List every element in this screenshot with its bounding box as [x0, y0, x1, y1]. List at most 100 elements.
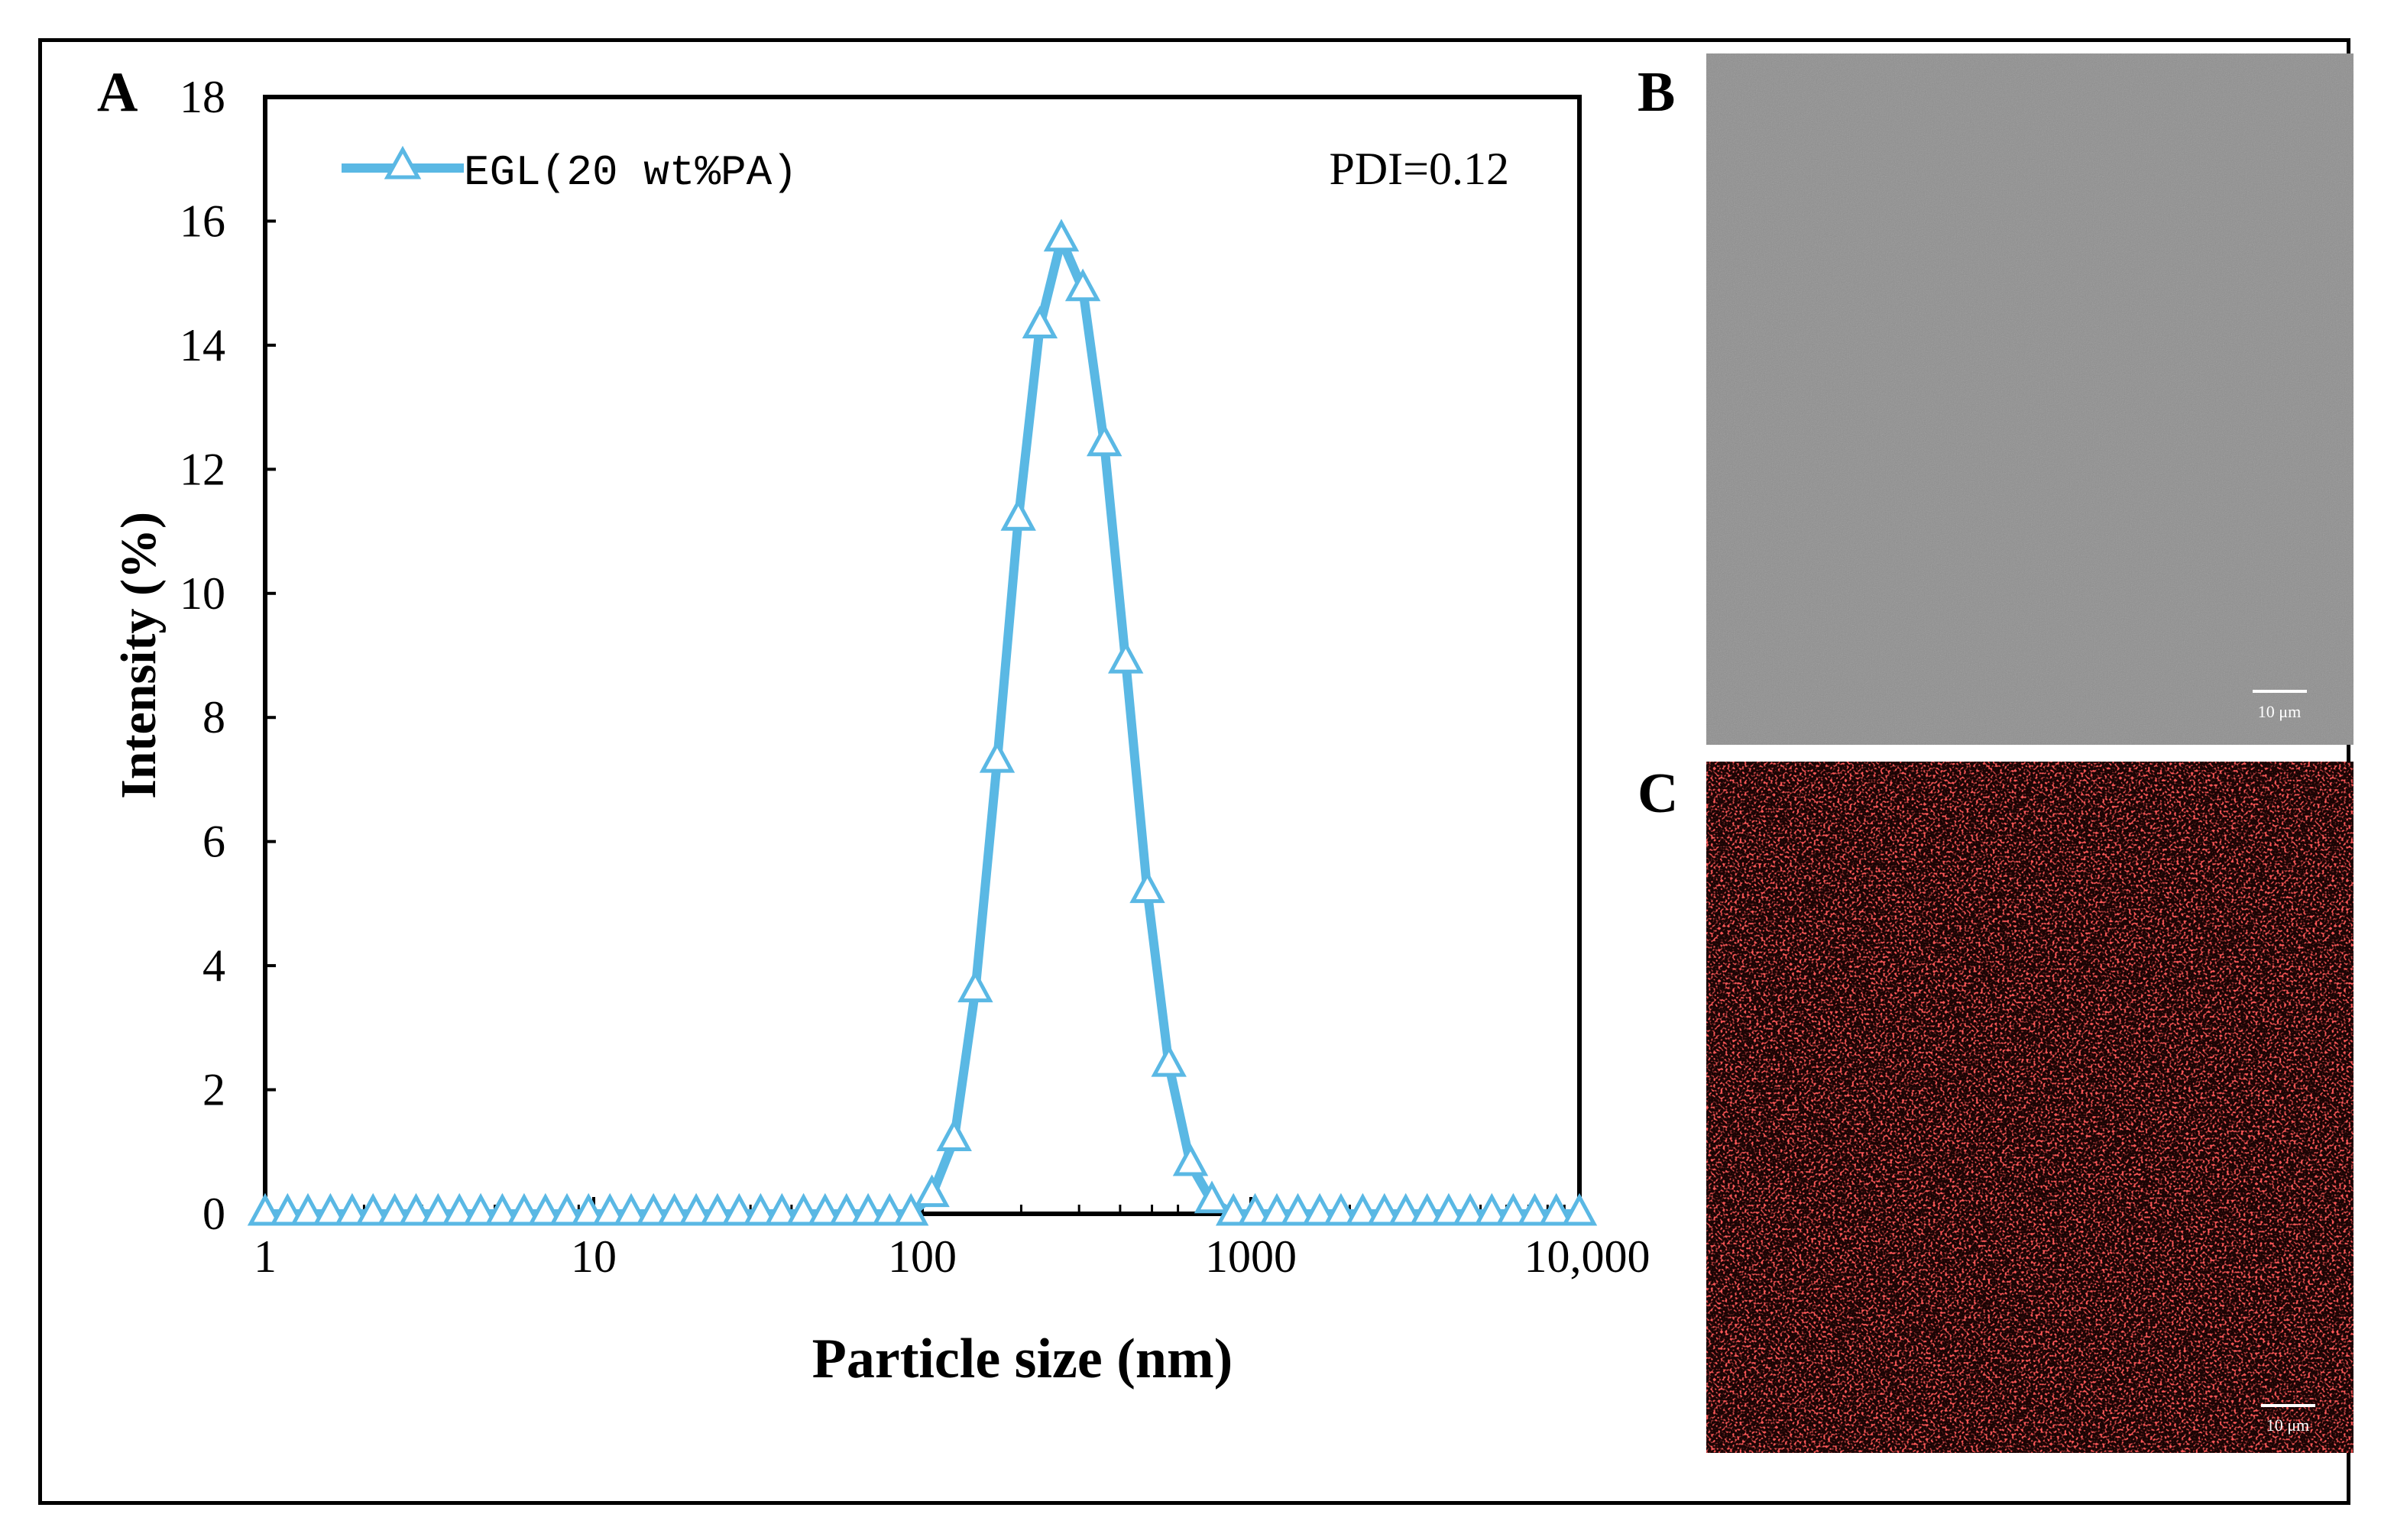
data-point-marker — [1259, 1192, 1295, 1226]
data-point-marker — [743, 1192, 779, 1226]
x-tick-label: 1 — [254, 1231, 277, 1282]
plot-area-frame — [263, 95, 1582, 1216]
legend-entry-label: EGL(20 wt%PA) — [464, 148, 798, 197]
data-point-marker — [290, 1192, 326, 1226]
y-tick-label: 14 — [180, 320, 225, 370]
data-point-marker — [850, 1192, 886, 1226]
data-point-marker — [1151, 1043, 1187, 1077]
data-point-marker — [828, 1192, 865, 1226]
data-point-marker — [1517, 1192, 1553, 1226]
scale-bar-label: 10 μm — [2266, 1415, 2309, 1435]
y-tick-label: 8 — [202, 692, 225, 742]
y-axis-ticks: 0 2 4 6 8 10 12 14 16 18 — [180, 72, 276, 1239]
data-point-marker — [1474, 1192, 1510, 1226]
figure-canvas: A 0 2 4 6 8 10 12 14 16 18 1 10 100 1000 10,000 Inten… — [97, 53, 2354, 1453]
data-point-marker — [1043, 218, 1080, 252]
data-point-marker — [979, 739, 1016, 773]
data-point-marker — [1323, 1192, 1359, 1226]
data-point-marker — [1280, 1192, 1316, 1226]
data-point-marker — [656, 1192, 692, 1226]
data-point-marker — [527, 1192, 564, 1226]
x-tick-label: 100 — [888, 1231, 957, 1282]
pdi-annotation: PDI=0.12 — [1329, 144, 1509, 194]
data-point-marker — [377, 1192, 413, 1226]
data-point-marker — [270, 1192, 306, 1226]
data-point-marker — [1561, 1192, 1598, 1226]
data-point-marker — [613, 1192, 650, 1226]
y-tick-label: 12 — [180, 444, 225, 494]
data-point-marker — [1129, 870, 1165, 904]
panel-c-label: C — [1638, 762, 1678, 825]
data-point-marker — [420, 1192, 456, 1226]
x-tick-label: 10,000 — [1524, 1231, 1651, 1282]
data-point-marker — [1194, 1180, 1230, 1214]
data-point-marker — [1388, 1192, 1424, 1226]
data-point-marker — [1366, 1192, 1403, 1226]
data-point-marker — [1107, 640, 1144, 674]
panel-c-fluorescence-dots — [1706, 762, 2354, 1453]
y-tick-label: 6 — [202, 817, 225, 867]
panel-c-scale-bar: 10 μm — [2261, 1404, 2315, 1435]
data-point-marker — [678, 1192, 714, 1226]
data-point-marker — [506, 1192, 543, 1226]
micrograph-panel-b: B 10 μm — [1638, 53, 2354, 745]
particle-size-chart: A 0 2 4 6 8 10 12 14 16 18 1 10 100 1000 10,000 Inten… — [97, 61, 1651, 1390]
data-point-marker — [313, 1192, 348, 1226]
data-point-marker — [484, 1192, 520, 1226]
y-tick-label: 2 — [202, 1065, 225, 1115]
legend: EGL(20 wt%PA) — [342, 145, 798, 197]
data-point-marker — [1409, 1192, 1445, 1226]
data-point-marker — [1452, 1192, 1489, 1226]
y-tick-label: 4 — [202, 940, 225, 991]
data-point-marker — [871, 1192, 908, 1226]
data-point-marker — [699, 1192, 736, 1226]
data-point-marker — [355, 1192, 391, 1226]
data-point-marker — [1172, 1143, 1209, 1176]
data-point-marker — [1215, 1192, 1252, 1226]
x-axis-label: Particle size (nm) — [812, 1328, 1233, 1390]
data-point-marker — [549, 1192, 585, 1226]
data-point-marker — [936, 1118, 972, 1151]
data-point-marker — [892, 1192, 929, 1226]
y-tick-label: 10 — [180, 568, 225, 619]
data-point-marker — [1000, 498, 1036, 531]
data-point-marker — [1064, 268, 1101, 302]
y-tick-label: 0 — [202, 1189, 225, 1239]
data-point-marker — [334, 1192, 371, 1226]
data-point-marker — [1022, 306, 1058, 338]
y-axis-label: Intensity (%) — [111, 512, 167, 799]
figure-frame: A 0 2 4 6 8 10 12 14 16 18 1 10 100 1000 10,000 Inten… — [38, 38, 2354, 1505]
y-tick-label: 18 — [180, 72, 225, 122]
panel-b-label: B — [1638, 61, 1675, 124]
legend-marker-triangle-icon — [384, 145, 422, 180]
x-tick-label: 10 — [571, 1231, 617, 1282]
panel-a-label: A — [97, 61, 138, 124]
y-tick-label: 16 — [180, 196, 225, 246]
data-point-marker — [786, 1192, 821, 1226]
data-point-marker — [1301, 1192, 1338, 1226]
data-point-marker — [441, 1192, 478, 1226]
data-point-marker — [914, 1174, 950, 1208]
data-point-marker — [1495, 1192, 1531, 1226]
panel-b-scale-bar: 10 μm — [2253, 690, 2307, 721]
x-tick-label: 1000 — [1205, 1231, 1297, 1282]
data-point-marker — [1538, 1192, 1574, 1226]
scale-bar-label: 10 μm — [2258, 702, 2301, 721]
data-point-marker — [721, 1192, 757, 1226]
data-point-marker — [635, 1192, 672, 1226]
data-point-marker — [570, 1192, 607, 1226]
series-line — [265, 235, 1579, 1218]
data-point-marker — [247, 1192, 283, 1226]
data-point-marker — [1237, 1192, 1273, 1226]
micrograph-panel-c: C 10 μm — [1638, 762, 2354, 1453]
data-point-marker — [1086, 423, 1122, 457]
data-point-marker — [591, 1192, 628, 1226]
series-egl — [247, 218, 1598, 1226]
data-point-marker — [1345, 1192, 1381, 1226]
data-point-marker — [1430, 1192, 1467, 1226]
data-point-marker — [764, 1192, 800, 1226]
data-point-marker — [807, 1192, 844, 1226]
data-point-marker — [398, 1192, 434, 1226]
panel-b-texture — [1706, 53, 2354, 745]
data-point-marker — [957, 969, 993, 1003]
